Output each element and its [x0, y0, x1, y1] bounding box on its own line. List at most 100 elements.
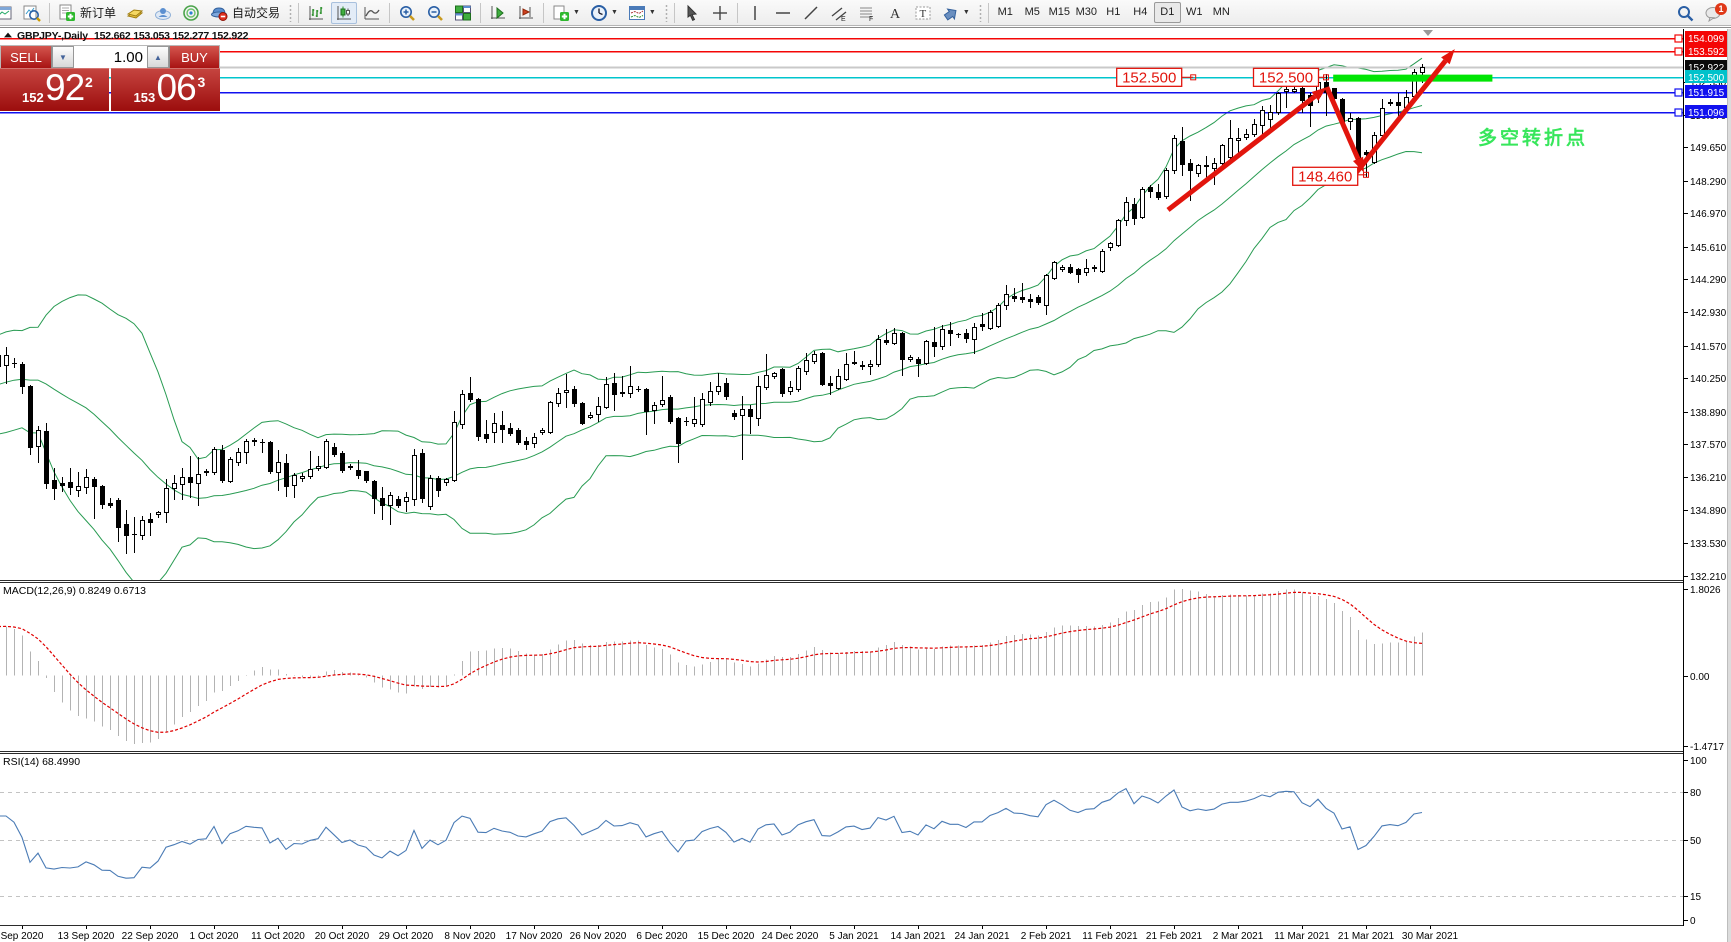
timeframe-button-h4[interactable]: H4	[1133, 6, 1148, 18]
arrows-button[interactable]: ▼	[938, 2, 974, 24]
signals-button[interactable]	[178, 2, 204, 24]
lot-increase-button[interactable]: ▲	[147, 46, 169, 68]
chevron-down-icon[interactable]: ▼	[962, 9, 970, 16]
timeframe-button-m5[interactable]: M5	[1024, 6, 1040, 18]
candle-bull	[85, 478, 88, 487]
chart-shift-button[interactable]	[513, 2, 539, 24]
sell-button[interactable]: SELL	[1, 46, 52, 68]
toolbar-group: 新订单 自动交易	[53, 0, 285, 25]
mql-community-button[interactable]	[150, 2, 176, 24]
text-label-button[interactable]: T	[910, 2, 936, 24]
chart-title: GBPJPY-,Daily 152.662 153.053 152.277 152…	[3, 30, 249, 42]
indicators-button[interactable]: ▼	[624, 2, 660, 24]
note-turning-point[interactable]: 多空转折点	[1478, 126, 1588, 149]
label-152500-right[interactable]: 152.500	[1259, 69, 1313, 86]
label-148460-box[interactable]	[1292, 166, 1359, 186]
timeframe-button-h1[interactable]: H1	[1106, 6, 1121, 18]
timeframe-button-d1[interactable]: D1	[1153, 2, 1181, 23]
trend-arrow-down[interactable]	[1324, 86, 1361, 160]
label-148460[interactable]: 148.460	[1298, 168, 1352, 185]
trendline-button[interactable]	[798, 2, 824, 24]
macd-tick-label: -1.4717	[1690, 742, 1724, 753]
candle-bull	[973, 328, 976, 339]
zoom-in-button[interactable]	[394, 2, 420, 24]
trend-arrow-up-1[interactable]	[1166, 94, 1317, 212]
timeframe-button-mn[interactable]: MN	[1212, 6, 1230, 18]
candle-bear	[860, 365, 865, 367]
candle-bull	[493, 424, 496, 432]
hline-151096-handle[interactable]	[1674, 108, 1683, 117]
new-chart-button[interactable]: ▼	[548, 2, 584, 24]
vertical-line-button[interactable]	[742, 2, 768, 24]
candle-bull	[1165, 171, 1168, 196]
chevron-down-icon[interactable]: ▼	[648, 9, 656, 16]
label-152500-right-box[interactable]	[1252, 67, 1320, 87]
history-center-button[interactable]	[122, 2, 148, 24]
expand-triangle-icon[interactable]	[4, 32, 12, 38]
chart-shift-marker[interactable]	[1423, 30, 1433, 36]
rsi-tick-label: 80	[1690, 788, 1702, 799]
history-center-icon-shape	[126, 8, 144, 17]
hline-153592-handle[interactable]	[1674, 47, 1683, 56]
candle-bear	[724, 383, 729, 397]
timeframe-button-m1[interactable]: M1	[997, 6, 1013, 18]
chevron-down-icon[interactable]: ▼	[573, 9, 580, 16]
hline-151915-handle[interactable]	[1674, 88, 1683, 97]
tile-windows-button[interactable]	[450, 2, 476, 24]
notifications-button[interactable]: 1	[1700, 2, 1727, 24]
candle-bull	[1253, 125, 1256, 134]
line-chart-button[interactable]	[359, 2, 385, 24]
autotrading-icon-shape	[211, 6, 228, 21]
zoom-in-icon	[398, 4, 416, 22]
candle-bull	[1421, 68, 1424, 72]
horizontal-line-button[interactable]	[770, 2, 796, 24]
market-watch-button[interactable]	[19, 2, 45, 24]
profiles-button[interactable]: ▼	[586, 2, 622, 24]
fibonacci-button[interactable]: F	[854, 2, 880, 24]
chart-window-button[interactable]	[0, 2, 17, 24]
lot-decrease-button[interactable]: ▼	[52, 46, 74, 68]
new-order-icon	[58, 4, 76, 22]
trend-arrow-up-2[interactable]	[1348, 59, 1448, 183]
price-tick-label: 149.650	[1690, 143, 1727, 154]
ask-price-box[interactable]: 153 06 3	[110, 68, 220, 111]
bar-chart-button[interactable]	[303, 2, 329, 24]
candle-bear	[1396, 102, 1401, 106]
candlestick-chart-button[interactable]	[331, 1, 358, 24]
price-tick-label: 133.530	[1690, 539, 1727, 550]
bid-big-figure: 152	[22, 90, 44, 105]
new-order-button[interactable]: 新订单	[54, 2, 120, 24]
timeframe-button-m30[interactable]: M30	[1075, 6, 1097, 18]
cursor-button[interactable]	[679, 2, 705, 24]
candle-bear	[132, 534, 137, 535]
lot-size-input[interactable]	[74, 46, 147, 68]
timeframe-button-w1[interactable]: W1	[1186, 6, 1203, 18]
text-button[interactable]: A	[882, 2, 908, 24]
candle-bull	[661, 401, 664, 404]
buy-button[interactable]: BUY	[169, 46, 219, 68]
crosshair-button[interactable]	[707, 2, 733, 24]
label-152500-left-box[interactable]	[1116, 67, 1183, 87]
label-152500-left[interactable]: 152.500	[1122, 69, 1176, 86]
autotrading-button[interactable]: 自动交易	[206, 2, 284, 24]
date-label: 8 Nov 2020	[444, 931, 496, 942]
trendline-icon-shape	[804, 5, 818, 20]
autoscroll-button[interactable]	[485, 2, 511, 24]
candle-bull	[869, 365, 872, 366]
line-chart-icon-shape	[365, 9, 380, 16]
chart-canvas[interactable]: 132.210 133.530 134.890 136.210 137.570 138.8…	[0, 28, 1731, 942]
hline-152500-tag	[1685, 70, 1731, 83]
hline-154099-handle[interactable]	[1674, 34, 1683, 43]
chevron-down-icon[interactable]: ▼	[610, 9, 618, 16]
candle-bull	[541, 431, 544, 432]
search-icon-shape	[1687, 15, 1694, 22]
hline-151915-tag	[1685, 85, 1731, 98]
search-button[interactable]	[1672, 2, 1698, 24]
chart-window: 132.210 133.530 134.890 136.210 137.570 138.8…	[0, 27, 1731, 942]
candle-bear	[644, 389, 649, 412]
equidistant-channel-button[interactable]: E	[826, 2, 852, 24]
timeframe-button-m15[interactable]: M15	[1048, 6, 1070, 18]
zoom-out-button[interactable]	[422, 2, 448, 24]
bid-price-box[interactable]: 152 92 2	[0, 68, 109, 111]
